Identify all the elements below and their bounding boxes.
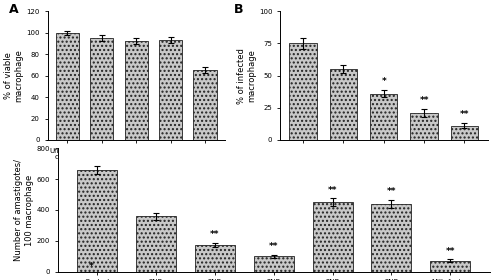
Bar (136, 216, 176, 272)
Bar (450, 126, 478, 140)
Text: *: * (382, 77, 386, 86)
Bar (312, 202, 352, 272)
Text: **: ** (446, 247, 455, 256)
Bar (90, 38, 114, 140)
Text: **: ** (386, 187, 396, 196)
Bar (410, 113, 438, 140)
Bar (194, 70, 217, 140)
Text: *: * (89, 262, 94, 271)
Bar (124, 41, 148, 140)
Text: **: ** (420, 96, 429, 105)
Text: B: B (234, 3, 244, 17)
Bar (370, 94, 398, 140)
Text: **: ** (460, 110, 469, 119)
Text: A: A (8, 3, 18, 17)
Bar (372, 204, 412, 272)
Y-axis label: % of infected
macrophage: % of infected macrophage (236, 48, 256, 104)
Bar (430, 261, 470, 272)
Bar (56, 33, 79, 140)
Y-axis label: Number of amastigotes/
100 macrophage: Number of amastigotes/ 100 macrophage (14, 159, 34, 261)
Bar (195, 245, 235, 272)
Text: **: ** (269, 242, 278, 251)
Bar (330, 69, 357, 140)
Text: **: ** (328, 186, 338, 195)
Bar (77, 170, 117, 272)
Bar (159, 40, 182, 140)
Text: **: ** (210, 230, 220, 239)
Y-axis label: % of viable
macrophage: % of viable macrophage (4, 49, 24, 102)
Bar (254, 256, 294, 272)
Bar (290, 43, 317, 140)
